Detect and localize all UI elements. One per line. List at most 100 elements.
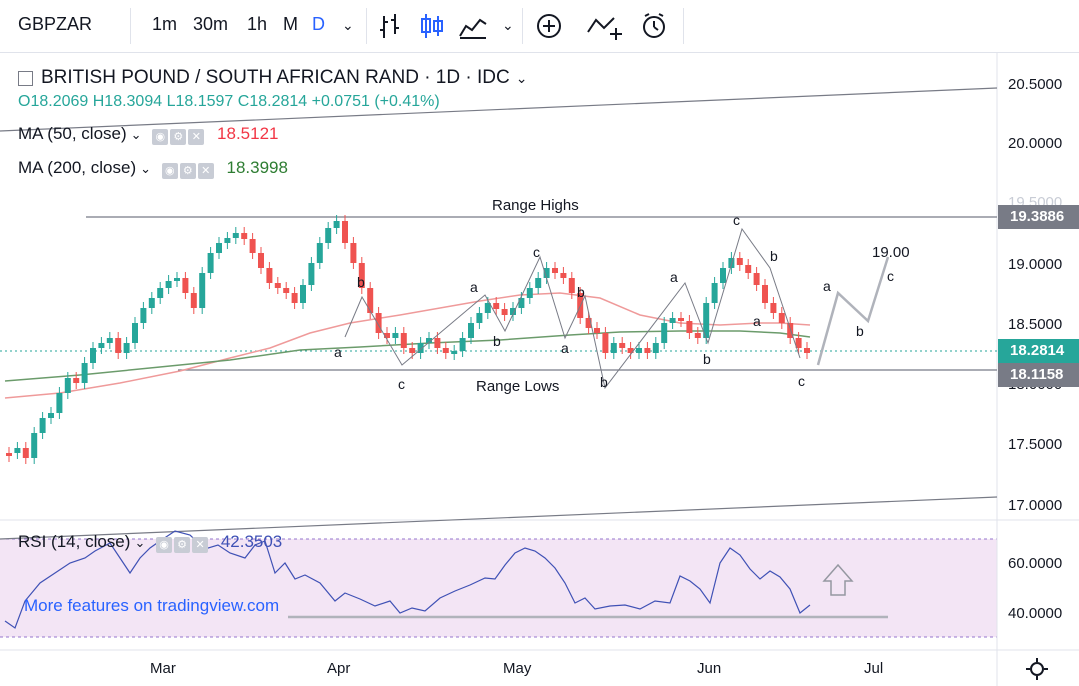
interval-1m-button[interactable]: 1m <box>152 14 178 34</box>
candle <box>123 343 130 353</box>
chevron-down-icon[interactable]: ⌄ <box>130 127 142 142</box>
candle <box>274 283 281 288</box>
close-icon[interactable]: ✕ <box>188 128 205 145</box>
wave-lines <box>344 227 801 390</box>
candle <box>493 303 500 309</box>
area-chart-icon[interactable] <box>459 18 487 39</box>
svg-text:a: a <box>334 344 342 360</box>
candle <box>426 338 432 343</box>
rsi-value: 42.3503 <box>220 532 283 551</box>
candle <box>199 273 206 308</box>
toolbar-divider <box>366 8 367 44</box>
rsi-tick: 60.0000 <box>1008 555 1063 572</box>
candle <box>678 318 684 321</box>
symbol-search-button[interactable]: GBPZAR <box>18 14 93 34</box>
candle <box>619 343 626 348</box>
chevron-down-icon[interactable]: ⌄ <box>502 17 514 33</box>
rsi-label[interactable]: RSI (14, close) <box>18 532 131 551</box>
interval-1h-button[interactable]: 1h <box>247 14 268 34</box>
price-chart[interactable]: a b c a b c a b b a b c a b c a b c Range Highs Rang… <box>0 53 1079 686</box>
range-highs-label: Range Highs <box>492 197 579 214</box>
change-value: +0.0751 (+0.41%) <box>311 93 440 110</box>
candle <box>98 343 105 348</box>
candle <box>535 278 542 288</box>
low-value: L18.1597 <box>166 93 234 110</box>
projection-path <box>816 256 890 366</box>
price-tick: 18.5000 <box>1008 316 1063 333</box>
settings-icon[interactable]: ⚙ <box>174 536 191 553</box>
top-toolbar: GBPZAR 1m 30m 1h M D ⌄ ⌄ <box>0 0 1079 53</box>
candle <box>476 313 483 323</box>
ma200-label[interactable]: MA (200, close) <box>18 158 137 177</box>
ma50-label[interactable]: MA (50, close) <box>18 124 127 143</box>
candle <box>526 288 533 298</box>
candle <box>174 278 180 281</box>
svg-text:b: b <box>577 284 585 300</box>
candle <box>652 343 659 353</box>
settings-icon[interactable]: ⚙ <box>170 128 187 145</box>
candle <box>106 338 113 343</box>
candle <box>291 293 298 303</box>
eye-icon[interactable]: ◉ <box>156 536 173 553</box>
candle <box>384 333 390 338</box>
candle <box>787 323 794 338</box>
price-tick: 17.5000 <box>1008 436 1063 453</box>
candle <box>703 303 710 338</box>
collapse-icon[interactable] <box>18 71 33 87</box>
candle <box>207 253 214 273</box>
alert-clock-icon[interactable] <box>643 13 665 38</box>
date-tick: Mar <box>150 660 176 677</box>
close-icon[interactable]: ✕ <box>192 536 209 553</box>
high-value: H18.3094 <box>92 93 163 110</box>
settings-icon[interactable]: ⚙ <box>179 162 196 179</box>
candle <box>182 278 189 293</box>
compare-icon[interactable] <box>587 17 622 40</box>
candle-chart-icon[interactable] <box>421 14 443 38</box>
candle <box>720 268 726 283</box>
range-high-price-tag: 19.3886 <box>998 205 1079 229</box>
candle <box>31 433 38 458</box>
candle <box>148 298 155 308</box>
candle <box>560 273 567 278</box>
chevron-down-icon[interactable]: ⌄ <box>134 535 146 550</box>
candle <box>249 239 256 253</box>
candle <box>468 323 474 338</box>
close-icon[interactable]: ✕ <box>197 162 214 179</box>
candle <box>165 281 172 288</box>
interval-day-button[interactable]: D <box>312 14 325 34</box>
open-value: O18.2069 <box>18 93 89 110</box>
ma200-controls: ◉ ⚙ ✕ <box>161 159 216 179</box>
candle <box>224 238 231 243</box>
chevron-down-icon[interactable]: ⌄ <box>140 161 152 176</box>
up-arrow-icon <box>822 563 854 596</box>
interval-month-button[interactable]: M <box>283 14 298 34</box>
svg-text:b: b <box>493 333 501 349</box>
candle <box>552 268 558 273</box>
interval-30m-button[interactable]: 30m <box>193 14 229 34</box>
settings-icon[interactable] <box>1025 657 1049 681</box>
svg-text:c: c <box>533 244 540 260</box>
wave-labels: a b c a b c a b b a b c a b c a b c <box>334 212 894 392</box>
bar-chart-icon[interactable] <box>380 14 399 38</box>
svg-text:b: b <box>600 374 608 390</box>
rsi-controls: ◉ ⚙ ✕ <box>156 533 210 553</box>
candle <box>778 313 785 323</box>
eye-icon[interactable]: ◉ <box>161 162 178 179</box>
eye-icon[interactable]: ◉ <box>152 128 169 145</box>
candle <box>644 348 651 353</box>
watermark-link[interactable]: More features on tradingview.com <box>24 596 279 615</box>
candle <box>459 338 466 351</box>
candle <box>543 268 550 278</box>
channel-lower-line <box>0 496 998 540</box>
chevron-down-icon[interactable]: ⌄ <box>342 17 354 33</box>
plus-circle-icon[interactable] <box>537 14 561 38</box>
candle <box>157 288 164 298</box>
price-tick: 19.0000 <box>1008 256 1063 273</box>
candle <box>232 233 239 238</box>
candle <box>333 221 340 228</box>
chevron-down-icon[interactable]: ⌄ <box>515 70 528 86</box>
candle <box>216 243 222 253</box>
svg-text:b: b <box>357 274 365 290</box>
channel-upper-line <box>0 87 998 132</box>
candle <box>367 288 374 313</box>
